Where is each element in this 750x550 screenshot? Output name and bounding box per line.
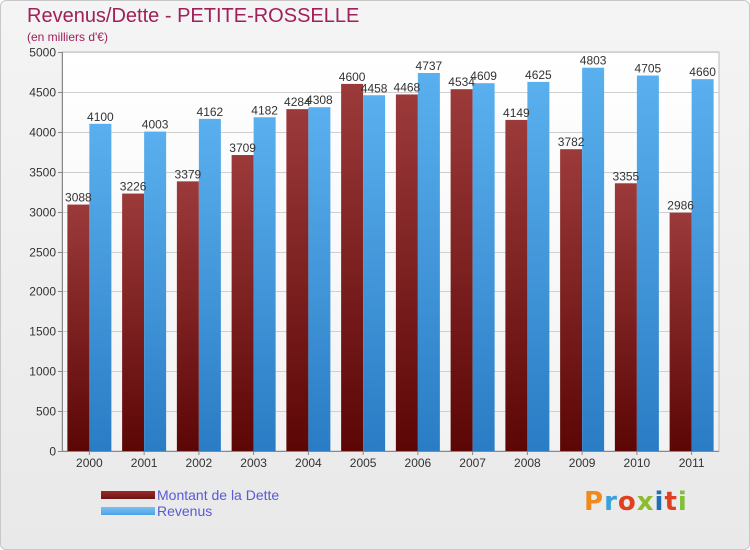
x-tick-label-2006: 2006	[405, 456, 432, 470]
y-tick-label: 3500	[29, 166, 56, 180]
x-tick-label-2007: 2007	[459, 456, 486, 470]
bar-dette-2011	[669, 212, 692, 451]
data-label-revenus-2001: 4003	[142, 118, 169, 132]
bar-dette-2009	[560, 149, 583, 451]
data-label-revenus-2007: 4609	[470, 69, 497, 83]
x-tick-label-2009: 2009	[569, 456, 596, 470]
y-tick-label: 1500	[29, 325, 56, 339]
data-label-revenus-2000: 4100	[87, 110, 114, 124]
plot-area	[61, 51, 720, 452]
data-label-revenus-2011: 4660	[689, 65, 716, 79]
bar-revenus-2011	[691, 79, 714, 451]
x-tick-label-2004: 2004	[295, 456, 322, 470]
data-label-revenus-2009: 4803	[580, 54, 607, 68]
data-label-dette-2008: 4149	[503, 106, 530, 120]
bar-revenus-2004	[308, 107, 331, 451]
bar-revenus-2006	[417, 72, 440, 451]
bar-revenus-2009	[582, 67, 605, 452]
data-label-revenus-2005: 4458	[361, 81, 388, 95]
data-label-dette-2009: 3782	[558, 135, 585, 149]
bar-revenus-2007	[472, 83, 495, 452]
legend-swatch-revenus	[101, 507, 155, 515]
data-label-dette-2003: 3709	[229, 141, 256, 155]
y-tick-label: 2000	[29, 285, 56, 299]
y-tick-label: 1000	[29, 365, 56, 379]
bar-dette-2006	[395, 94, 418, 451]
data-label-revenus-2006: 4737	[416, 59, 443, 73]
data-label-revenus-2010: 4705	[635, 62, 662, 76]
y-tick-label: 3000	[29, 206, 56, 220]
y-tick-label: 2500	[29, 246, 56, 260]
bar-revenus-2000	[89, 123, 112, 451]
x-tick-label-2002: 2002	[186, 456, 213, 470]
data-label-dette-2001: 3226	[120, 180, 147, 194]
x-tick-label-2011: 2011	[679, 456, 705, 470]
bar-dette-2004	[286, 109, 309, 451]
data-label-dette-2011: 2986	[667, 199, 694, 213]
bar-revenus-2003	[253, 117, 276, 451]
bar-dette-2005	[341, 83, 364, 452]
data-label-dette-2004: 4284	[284, 95, 311, 109]
chart-title: Revenus/Dette - PETITE-ROSSELLE	[27, 5, 360, 27]
data-label-revenus-2002: 4162	[197, 105, 224, 119]
bar-dette-2007	[450, 89, 473, 451]
bar-dette-2008	[505, 119, 528, 452]
data-label-dette-2002: 3379	[175, 167, 202, 181]
legend-label-revenus: Revenus	[157, 503, 213, 519]
bar-dette-2003	[231, 155, 254, 452]
data-label-dette-2000: 3088	[65, 191, 92, 205]
legend-label-dette: Montant de la Dette	[157, 487, 280, 503]
x-tick-label-2010: 2010	[624, 456, 651, 470]
x-tick-label-2001: 2001	[131, 456, 158, 470]
y-tick-label: 4000	[29, 126, 56, 140]
proxiti-logo[interactable]: Proxiti	[584, 487, 688, 517]
bar-dette-2000	[67, 204, 90, 451]
bar-revenus-2001	[144, 131, 167, 451]
data-label-revenus-2004: 4308	[306, 93, 333, 107]
y-tick-label: 0	[49, 445, 56, 459]
y-tick-label: 500	[36, 405, 56, 419]
data-label-dette-2010: 3355	[613, 169, 640, 183]
data-label-dette-2005: 4600	[339, 70, 366, 84]
x-tick-label-2000: 2000	[76, 456, 103, 470]
legend-swatch-dette	[101, 491, 155, 499]
x-tick-label-2008: 2008	[514, 456, 541, 470]
bar-revenus-2010	[636, 75, 659, 451]
data-label-revenus-2008: 4625	[525, 68, 552, 82]
data-label-revenus-2003: 4182	[251, 103, 278, 117]
y-tick-label: 4500	[29, 86, 56, 100]
x-tick-label-2003: 2003	[240, 456, 267, 470]
bar-revenus-2005	[363, 95, 386, 452]
bar-dette-2010	[614, 183, 637, 451]
x-tick-label-2005: 2005	[350, 456, 377, 470]
y-tick-label: 5000	[29, 46, 56, 60]
bar-revenus-2002	[198, 118, 221, 451]
data-label-dette-2006: 4468	[394, 80, 421, 94]
data-label-dette-2007: 4534	[448, 75, 475, 89]
bar-dette-2002	[176, 181, 199, 451]
bar-dette-2001	[122, 193, 145, 452]
bar-revenus-2008	[527, 81, 550, 452]
chart-subtitle: (en milliers d'€)	[27, 30, 108, 44]
